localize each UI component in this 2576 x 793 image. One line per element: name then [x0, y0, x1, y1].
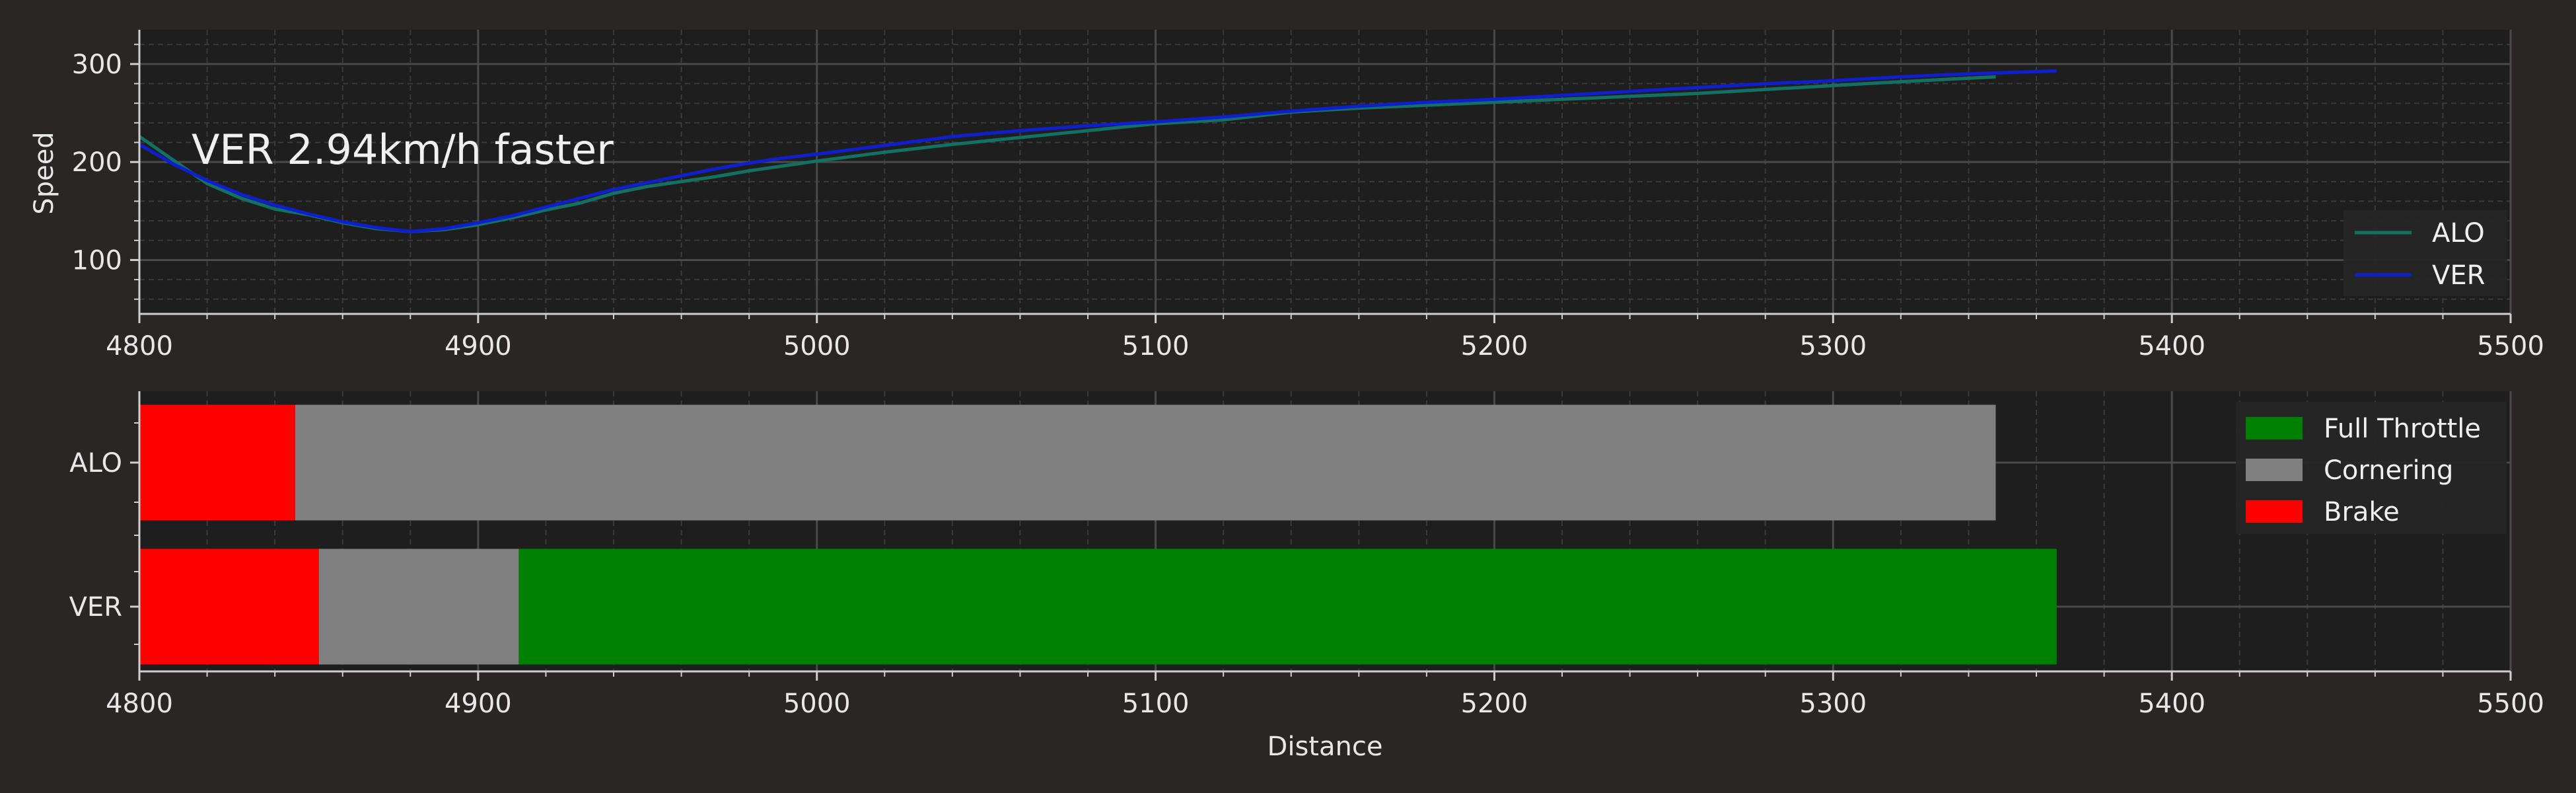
- phase-x-tick-label: 5200: [1461, 689, 1528, 719]
- driving-phase-chart: 4800 4900 5000 5100 5200 5300 5400 5500 ALO VER F…: [69, 391, 2544, 762]
- phase-bar-ver-full-throttle: [519, 548, 2057, 665]
- speed-x-tick-label: 5200: [1461, 331, 1528, 361]
- speed-x-tick-label: 4800: [106, 331, 173, 361]
- phase-legend-label-full-throttle: Full Throttle: [2324, 414, 2481, 444]
- speed-x-tick-label: 5300: [1799, 331, 1867, 361]
- phase-y-tick-label: VER: [69, 592, 122, 623]
- speed-legend-label-alo: ALO: [2432, 218, 2485, 248]
- speed-plot-area: [139, 30, 2511, 314]
- phase-bar-ver-cornering: [318, 548, 519, 665]
- phase-legend-label-brake: Brake: [2324, 497, 2400, 527]
- speed-legend-box: [2343, 210, 2507, 296]
- speed-y-tick-label: 200: [72, 147, 122, 178]
- phase-x-tick-label: 5400: [2138, 689, 2205, 719]
- speed-y-tick-label: 100: [72, 245, 122, 276]
- phase-x-tick-label: 5100: [1122, 689, 1190, 719]
- speed-x-tick-label: 5000: [783, 331, 851, 361]
- phase-bar-ver-brake: [139, 548, 319, 665]
- speed-x-tick-label: 5400: [2138, 331, 2205, 361]
- phase-legend-swatch-full-throttle: [2246, 417, 2303, 439]
- phase-axes: 4800 4900 5000 5100 5200 5300 5400 5500 ALO VER: [69, 391, 2544, 719]
- phase-legend-swatch-cornering: [2246, 459, 2303, 481]
- speed-axes: 4800 4900 5000 5100 5200 5300 5400 5500 100 200 30…: [72, 30, 2544, 361]
- phase-x-tick-label: 4900: [445, 689, 512, 719]
- speed-x-tick-label: 5500: [2477, 331, 2544, 361]
- phase-bars: [139, 404, 2057, 665]
- speed-y-axis-title: Speed: [29, 132, 59, 214]
- phase-bar-alo-cornering: [295, 404, 1996, 521]
- phase-x-tick-label: 5000: [783, 689, 851, 719]
- speed-legend: ALO VER: [2343, 210, 2507, 296]
- phase-x-axis-title: Distance: [1268, 732, 1383, 762]
- phase-bar-alo-brake: [139, 404, 295, 521]
- phase-legend: Full Throttle Cornering Brake: [2236, 402, 2507, 534]
- speed-x-tick-label: 4900: [445, 331, 512, 361]
- speed-line-ver: [138, 69, 2057, 233]
- speed-x-tick-label: 5100: [1122, 331, 1190, 361]
- phase-legend-label-cornering: Cornering: [2324, 455, 2453, 486]
- speed-delta-annotation: VER 2.94km/h faster: [192, 126, 614, 174]
- phase-y-tick-label: ALO: [69, 448, 122, 478]
- phase-x-tick-label: 4800: [106, 689, 173, 719]
- speed-series-lines: [138, 69, 2057, 233]
- speed-chart: 4800 4900 5000 5100 5200 5300 5400 5500 100 200 30…: [29, 30, 2544, 361]
- speed-legend-label-ver: VER: [2432, 260, 2485, 291]
- phase-x-tick-label: 5500: [2477, 689, 2544, 719]
- speed-y-tick-label: 300: [72, 50, 122, 80]
- phase-legend-swatch-brake: [2246, 500, 2303, 523]
- phase-x-tick-label: 5300: [1799, 689, 1867, 719]
